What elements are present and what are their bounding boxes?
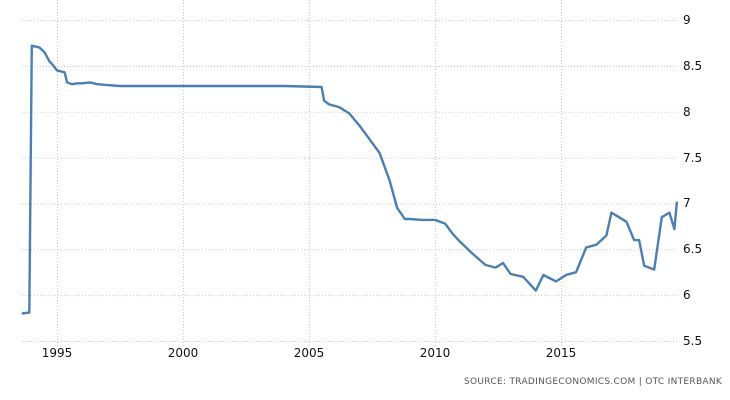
x-tick-label: 2005 <box>293 346 325 360</box>
y-tick-label: 6.5 <box>683 242 703 257</box>
x-tick-label: 2000 <box>167 346 199 360</box>
horizontal-gridlines <box>22 20 678 342</box>
x-tick-label: 2015 <box>545 346 577 360</box>
x-tick-label: 2010 <box>419 346 451 360</box>
x-tick-label: 1995 <box>41 346 73 360</box>
y-tick-label: 7.5 <box>683 150 703 165</box>
source-attribution: SOURCE: TRADINGECONOMICS.COM | OTC INTER… <box>464 377 723 387</box>
y-tick-label: 6 <box>683 288 691 303</box>
data-line <box>21 44 679 315</box>
y-tick-label: 8.5 <box>683 58 703 73</box>
y-tick-label: 9 <box>683 13 691 27</box>
y-tick-label: 8 <box>683 104 691 119</box>
vertical-gridlines <box>57 0 562 346</box>
y-tick-label: 7 <box>683 196 691 211</box>
y-tick-label: 5.5 <box>683 334 703 348</box>
